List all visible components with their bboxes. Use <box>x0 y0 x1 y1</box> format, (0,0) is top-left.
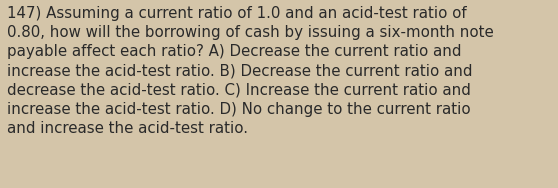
Text: 147) Assuming a current ratio of 1.0 and an acid-test ratio of
0.80, how will th: 147) Assuming a current ratio of 1.0 and… <box>7 6 493 136</box>
